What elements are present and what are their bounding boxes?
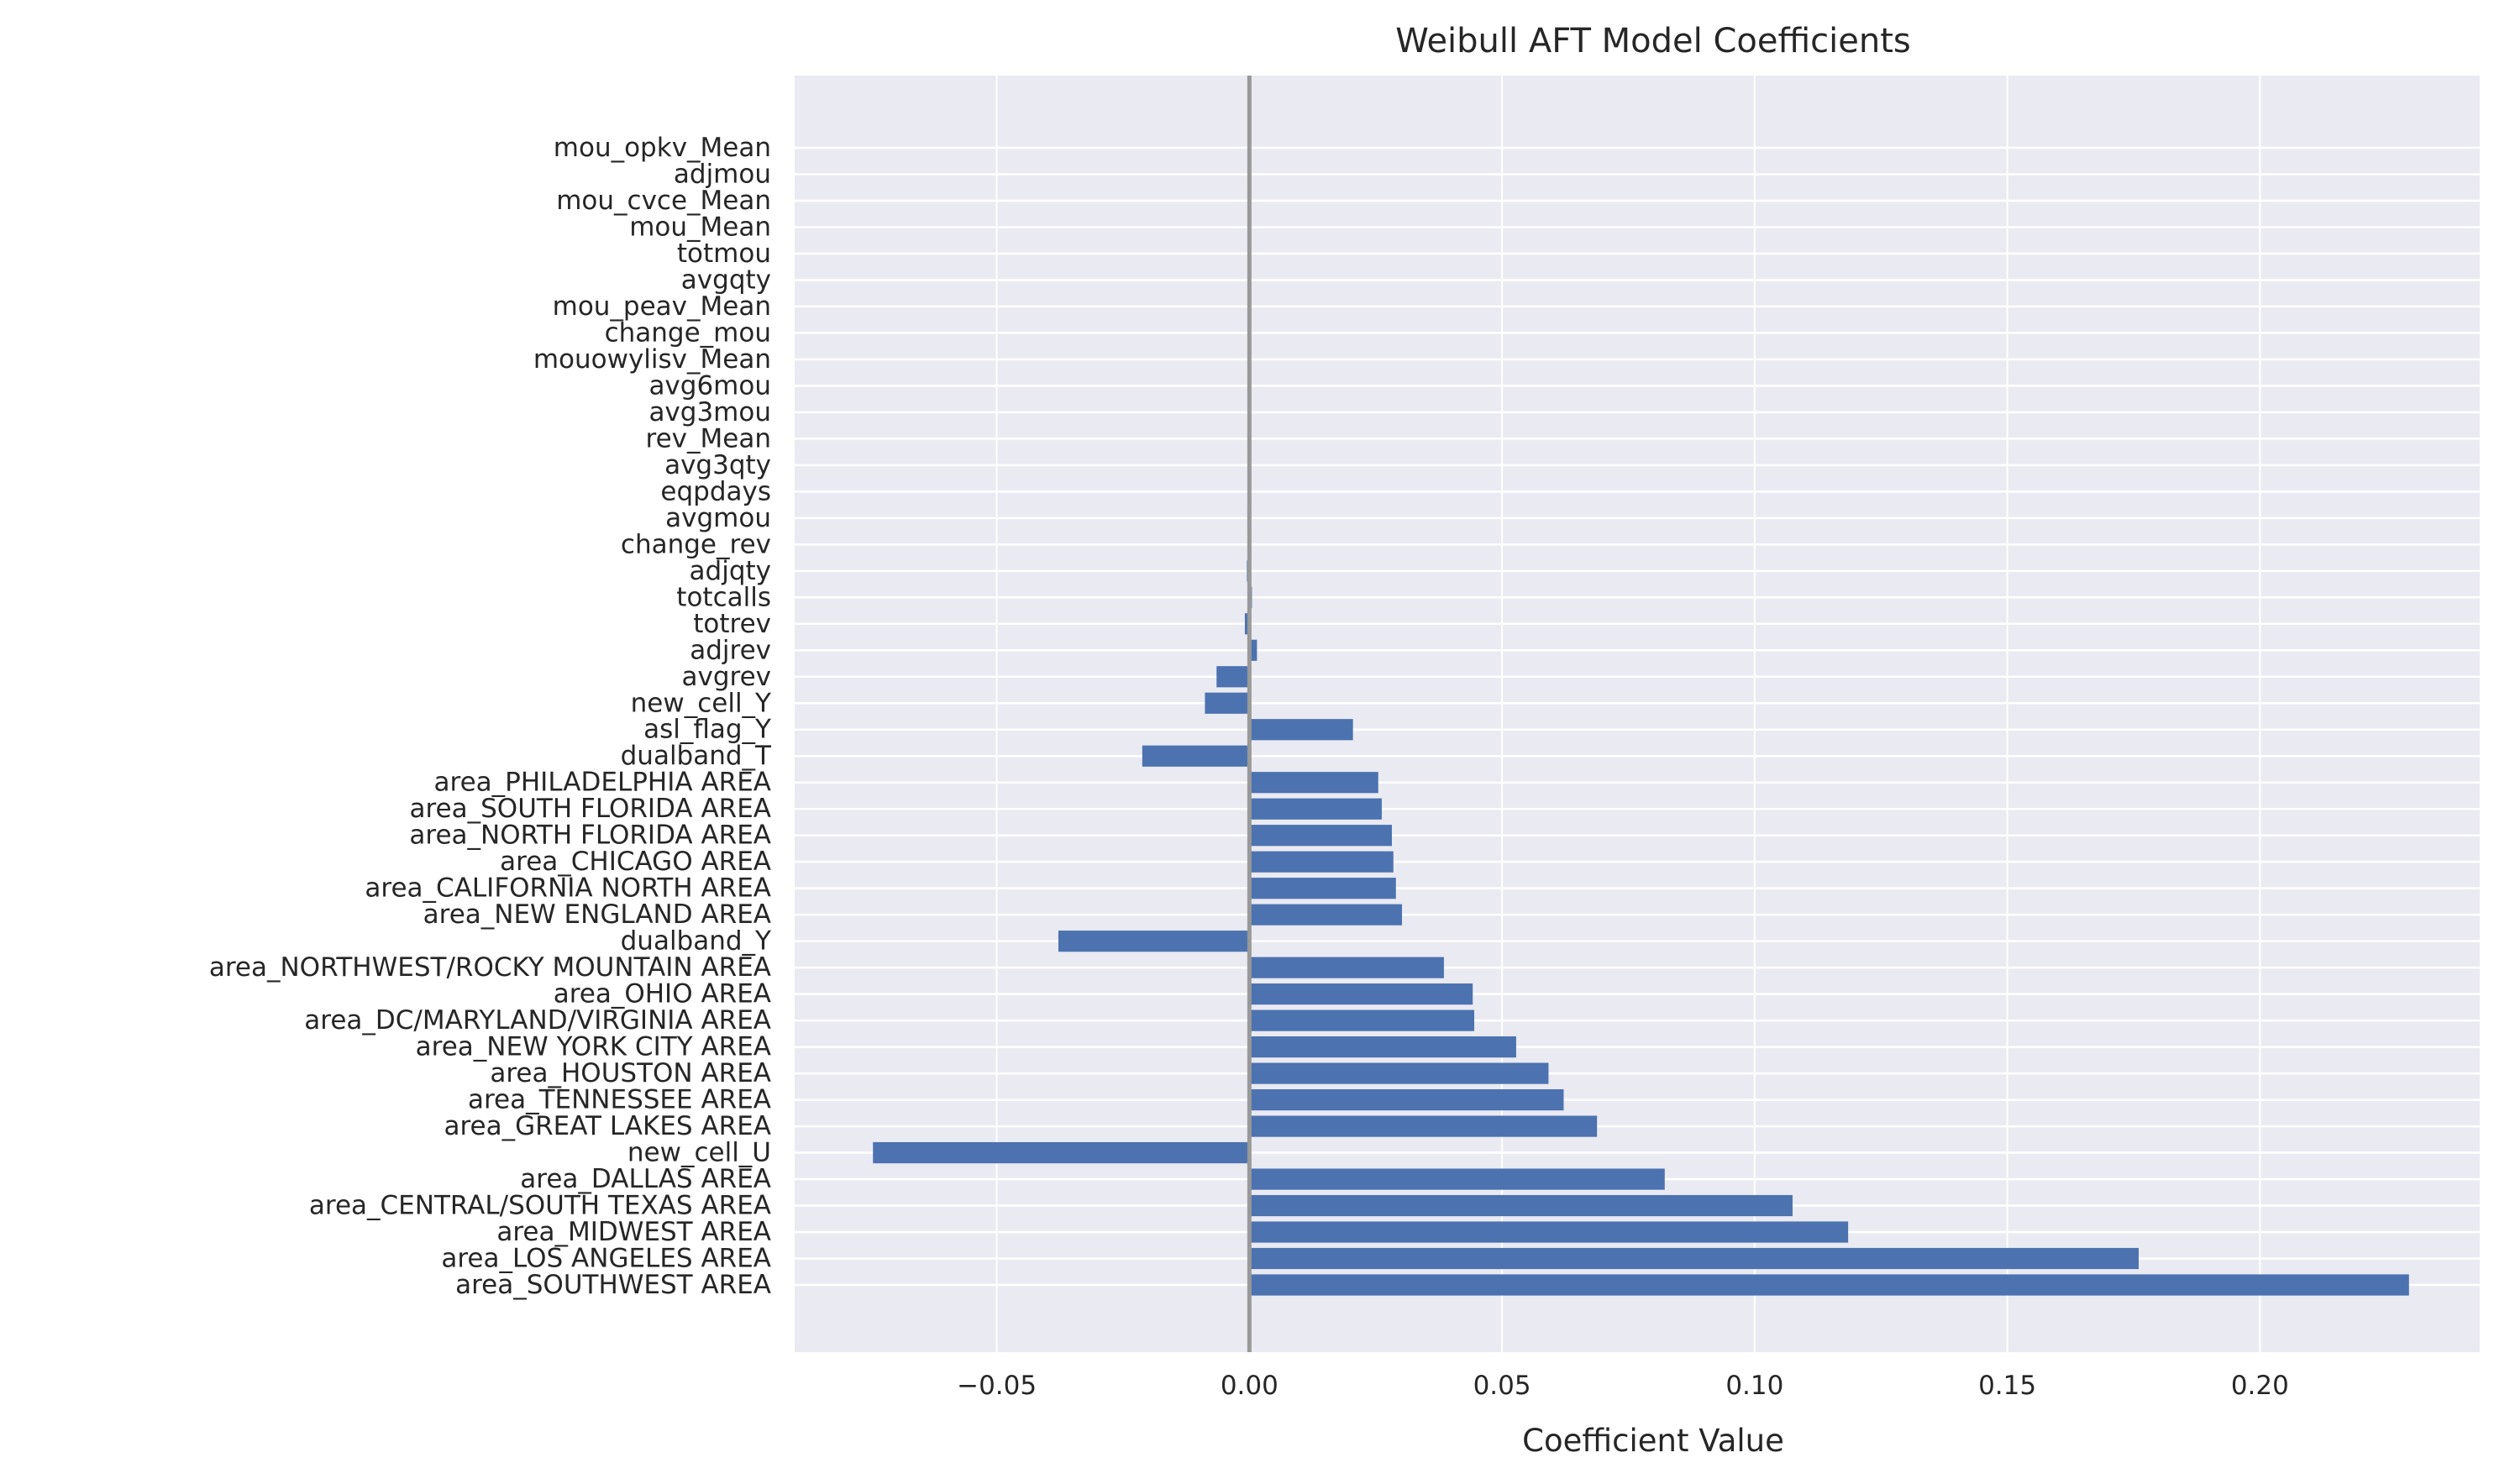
y-tick-label: asl_flag_Y (643, 715, 771, 745)
x-tick-label: 0.00 (1221, 1371, 1279, 1401)
y-tick-label: area_NEW YORK CITY AREA (416, 1032, 771, 1062)
y-tick-label: avgmou (665, 503, 771, 533)
y-tick-label: area_CALIFORNIA NORTH AREA (365, 873, 771, 904)
y-tick-label: area_NORTH FLORIDA AREA (409, 821, 771, 851)
x-axis-label: Coefficient Value (1522, 1423, 1784, 1459)
y-tick-label: adjrev (690, 635, 771, 665)
bar-area-chicago-area (1249, 851, 1394, 873)
bar-dualband-y (1058, 931, 1250, 952)
y-tick-label: area_NEW ENGLAND AREA (423, 899, 771, 930)
y-tick-label: area_MIDWEST AREA (496, 1217, 771, 1247)
bar-totrev (1244, 613, 1250, 635)
bar-area-philadelphia-area (1249, 772, 1378, 794)
bar-dualband-t (1142, 745, 1250, 767)
bar-area-central-south-texas-area (1249, 1194, 1793, 1217)
bar-area-tennessee-area (1249, 1088, 1564, 1111)
y-tick-label: new_cell_U (627, 1138, 771, 1168)
y-tick-label: mou_cvce_Mean (556, 186, 771, 216)
y-tick-label: area_HOUSTON AREA (490, 1058, 771, 1088)
y-tick-label: area_DC/MARYLAND/VIRGINIA AREA (304, 1005, 771, 1036)
y-tick-label: totrev (693, 609, 771, 639)
y-tick-label: area_PHILADELPHIA AREA (434, 768, 771, 798)
y-tick-label: eqpdays (660, 476, 771, 506)
y-tick-label: area_SOUTHWEST AREA (455, 1270, 771, 1300)
bar-area-new-england-area (1249, 904, 1403, 926)
y-tick-label: area_LOS ANGELES AREA (441, 1244, 771, 1274)
y-tick-label: area_TENNESSEE AREA (468, 1085, 771, 1115)
y-tick-label: mou_opkv_Mean (554, 133, 771, 163)
bar-area-los-angeles-area (1249, 1247, 2139, 1270)
y-tick-label: change_mou (605, 317, 771, 348)
y-tick-label: area_GREAT LAKES AREA (444, 1111, 771, 1141)
y-tick-label: mouowylisv_Mean (533, 344, 771, 375)
y-tick-label: adjmou (674, 159, 771, 189)
y-tick-label: area_CHICAGO AREA (500, 847, 771, 877)
y-tick-label: avg3mou (648, 397, 771, 427)
y-tick-label: area_NORTHWEST/ROCKY MOUNTAIN AREA (209, 952, 771, 983)
bar-asl-flag-y (1249, 719, 1353, 741)
bar-area-dallas-area (1249, 1168, 1665, 1190)
bar-area-ohio-area (1249, 983, 1473, 1005)
bar-new-cell-u (873, 1141, 1250, 1164)
y-tick-label: avgqty (681, 265, 771, 295)
y-tick-label: avgrev (681, 662, 771, 692)
bar-area-north-florida-area (1249, 825, 1392, 847)
y-tick-label: area_OHIO AREA (554, 979, 771, 1009)
x-tick-label: 0.20 (2231, 1371, 2289, 1401)
y-tick-label: new_cell_Y (631, 688, 771, 718)
y-tick-label: totmou (677, 239, 771, 269)
x-tick-label: 0.10 (1725, 1371, 1783, 1401)
bar-area-northwest-rocky-mountain-area (1249, 957, 1444, 978)
y-tick-label: dualband_T (621, 741, 772, 771)
bar-adjrev (1249, 639, 1258, 661)
bar-new-cell-y (1205, 692, 1250, 714)
y-tick-label: avg6mou (648, 370, 771, 401)
y-tick-label: totcalls (676, 582, 771, 612)
chart-title: Weibull AFT Model Coefficients (1395, 22, 1911, 60)
bar-area-dc-maryland-virginia-area (1249, 1009, 1475, 1031)
y-tick-label: area_SOUTH FLORIDA AREA (409, 794, 771, 824)
x-tick-label: −0.05 (957, 1371, 1037, 1401)
x-tick-label: 0.05 (1473, 1371, 1531, 1401)
y-tick-label: area_CENTRAL/SOUTH TEXAS AREA (309, 1191, 771, 1221)
y-tick-label: mou_peav_Mean (553, 291, 771, 322)
y-tick-label: area_DALLAS AREA (520, 1164, 771, 1194)
y-tick-label: adjqty (690, 556, 771, 586)
bar-area-great-lakes-area (1249, 1115, 1598, 1137)
bars (873, 137, 2409, 1296)
bar-area-houston-area (1249, 1062, 1549, 1084)
y-tick-label: dualband_Y (621, 926, 771, 957)
bar-area-southwest-area (1249, 1274, 2409, 1296)
y-tick-label: change_rev (621, 529, 771, 559)
y-tick-label: mou_Mean (629, 212, 771, 242)
bar-avgrev (1216, 666, 1250, 688)
bar-area-california-north-area (1249, 878, 1396, 899)
bar-area-south-florida-area (1249, 798, 1382, 820)
x-tick-labels: −0.05 0.00 0.05 0.10 0.15 0.20 (957, 1371, 2289, 1401)
y-tick-label: rev_Mean (646, 423, 771, 454)
y-tick-label: avg3qty (664, 450, 771, 480)
plot-area (795, 76, 2480, 1352)
bar-area-new-york-city-area (1249, 1036, 1516, 1058)
bar-area-midwest-area (1249, 1221, 1849, 1243)
x-tick-label: 0.15 (1978, 1371, 2036, 1401)
